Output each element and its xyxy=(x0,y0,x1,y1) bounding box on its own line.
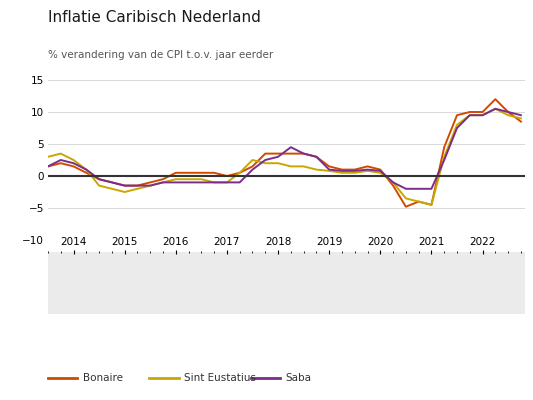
Text: Bonaire: Bonaire xyxy=(83,373,123,383)
Text: % verandering van de CPI t.o.v. jaar eerder: % verandering van de CPI t.o.v. jaar eer… xyxy=(48,50,273,60)
Text: Saba: Saba xyxy=(285,373,311,383)
Text: Sint Eustatius: Sint Eustatius xyxy=(184,373,256,383)
Text: Inflatie Caribisch Nederland: Inflatie Caribisch Nederland xyxy=(48,10,261,25)
